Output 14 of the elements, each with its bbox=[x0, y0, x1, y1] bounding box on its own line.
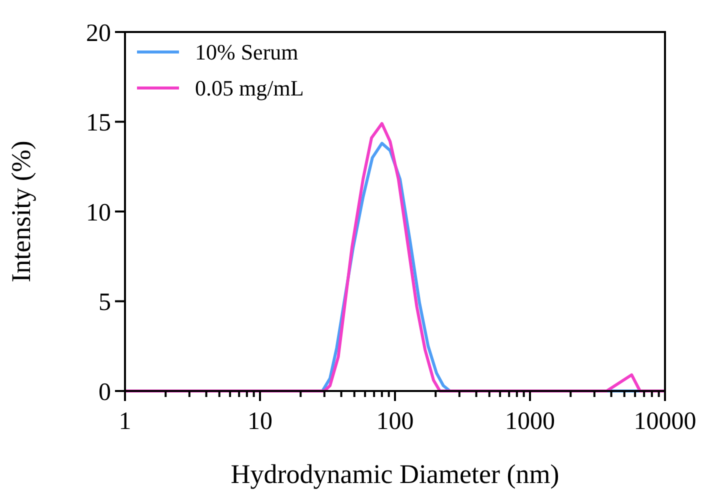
x-tick-label: 10000 bbox=[634, 408, 696, 435]
legend-label: 0.05 mg/mL bbox=[195, 76, 304, 101]
legend-label: 10% Serum bbox=[195, 40, 298, 65]
x-tick-label: 10 bbox=[248, 408, 272, 435]
y-tick-label: 15 bbox=[86, 110, 111, 136]
y-tick-label: 0 bbox=[98, 378, 111, 406]
y-axis-title: Intensity (%) bbox=[6, 140, 36, 282]
x-tick-label: 1000 bbox=[505, 408, 555, 435]
y-tick-label: 20 bbox=[86, 20, 111, 47]
x-tick-label: 100 bbox=[376, 408, 414, 435]
x-axis-title: Hydrodynamic Diameter (nm) bbox=[230, 459, 560, 489]
y-tick-label: 10 bbox=[86, 199, 111, 226]
y-tick-label: 5 bbox=[98, 289, 111, 316]
x-tick-label: 1 bbox=[118, 408, 132, 435]
